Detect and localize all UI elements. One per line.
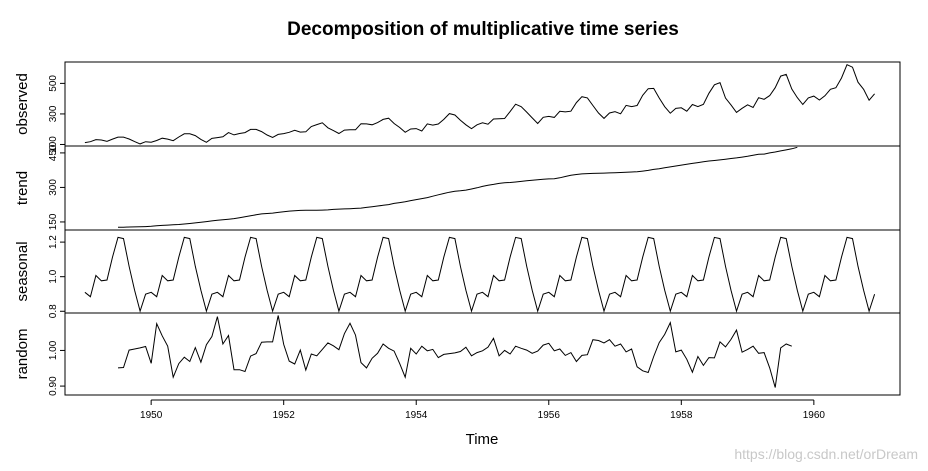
random-y-tick-label: 0.90 xyxy=(48,376,59,396)
seasonal-axis-label: seasonal xyxy=(14,241,31,301)
watermark: https://blog.csdn.net/orDream xyxy=(734,446,918,462)
observed-y-tick-label: 300 xyxy=(48,105,59,122)
chart-title: Decomposition of multiplicative time ser… xyxy=(287,19,679,40)
random-axis-label: random xyxy=(14,329,31,380)
x-tick-label: 1952 xyxy=(273,410,296,421)
panel-trend: 150 300 450 trend xyxy=(14,144,901,231)
x-axis: 1950 1952 1954 1956 1958 1960 xyxy=(140,399,826,421)
random-y-tick-label: 1.00 xyxy=(48,340,59,360)
trend-y-tick-label: 450 xyxy=(48,144,59,161)
panel-observed: 100 300 500 observed xyxy=(14,61,901,153)
observed-series-line xyxy=(84,64,875,145)
x-tick-label: 1956 xyxy=(538,410,561,421)
panels-group: 100 300 500 observed 150 300 450 trend 0.8 1.0 1.2… xyxy=(14,61,901,396)
observed-axis-label: observed xyxy=(14,73,31,135)
observed-y-tick-label: 100 xyxy=(48,136,59,153)
seasonal-y-tick-label: 0.8 xyxy=(48,304,59,318)
seasonal-y-tick-label: 1.0 xyxy=(48,269,59,283)
random-series-line xyxy=(117,315,792,388)
trend-axis-label: trend xyxy=(14,171,31,205)
panel-frame xyxy=(64,145,901,231)
trend-series-line xyxy=(117,146,798,228)
seasonal-series-line xyxy=(84,236,876,313)
panel-random: 0.90 1.00 random xyxy=(14,312,901,396)
trend-y-tick-label: 150 xyxy=(48,213,59,230)
x-tick-label: 1960 xyxy=(803,410,826,421)
seasonal-y-tick-label: 1.2 xyxy=(48,235,59,249)
x-tick-label: 1954 xyxy=(405,410,428,421)
panel-seasonal: 0.8 1.0 1.2 seasonal xyxy=(14,229,901,318)
x-tick-label: 1958 xyxy=(670,410,693,421)
x-tick-label: 1950 xyxy=(140,410,163,421)
x-axis-label: Time xyxy=(466,431,499,448)
trend-y-tick-label: 300 xyxy=(48,179,59,196)
observed-y-tick-label: 500 xyxy=(48,75,59,92)
panel-frame xyxy=(64,61,901,147)
panel-frame xyxy=(64,312,901,396)
